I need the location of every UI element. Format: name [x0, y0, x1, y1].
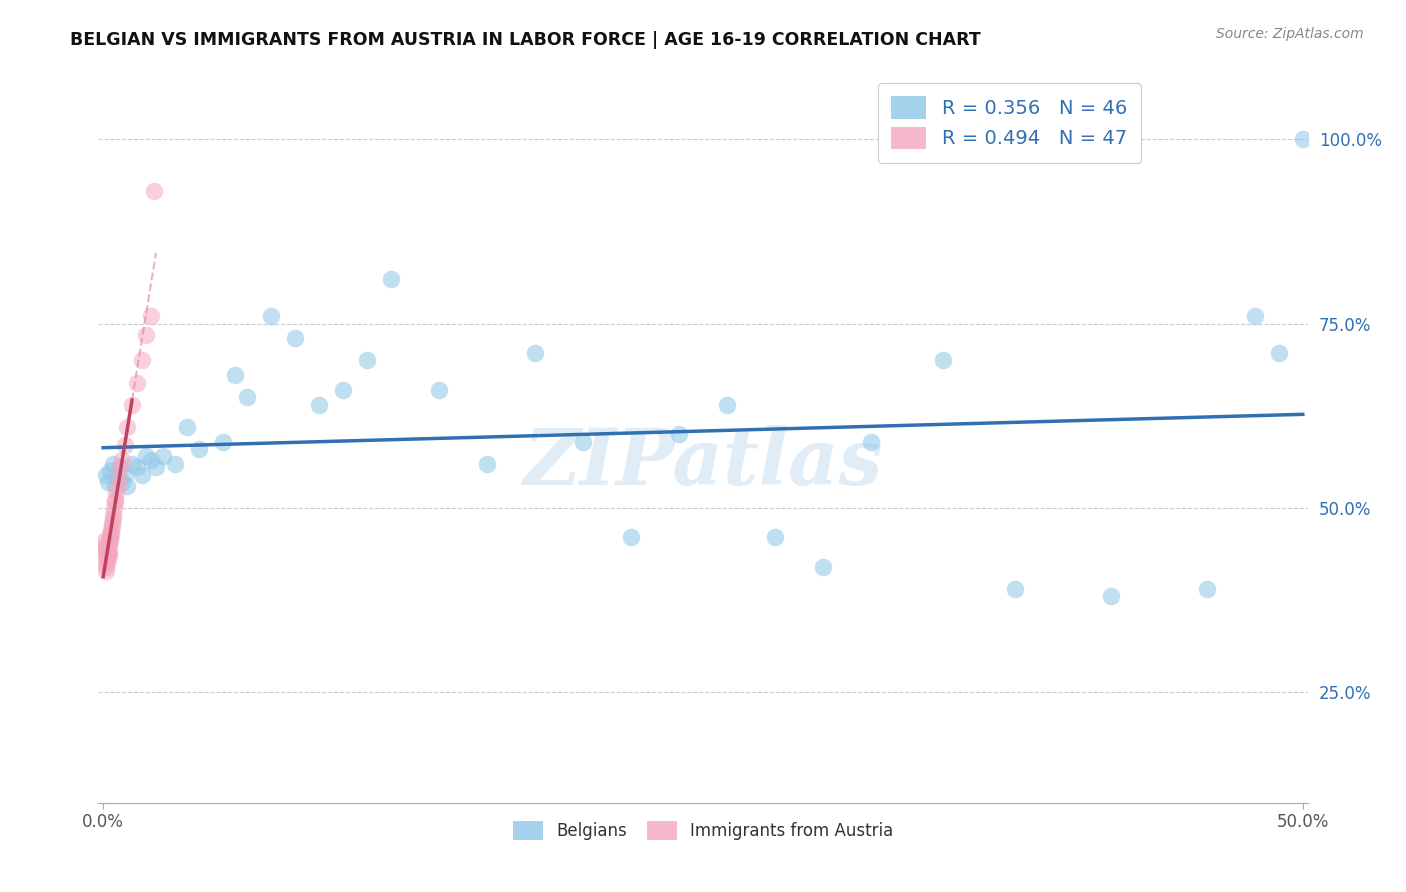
Point — [100, 530, 122, 544]
Point — [105, 486, 128, 500]
Point — [763, 530, 786, 544]
Point — [212, 434, 235, 449]
Point — [236, 390, 259, 404]
Point — [811, 560, 834, 574]
Point — [100, 464, 122, 478]
Text: ZIPatlas: ZIPatlas — [523, 425, 883, 501]
Point — [125, 460, 148, 475]
Point — [260, 309, 283, 323]
Point — [97, 541, 120, 556]
Point — [96, 552, 118, 566]
Point — [94, 545, 117, 559]
Point — [131, 467, 153, 482]
Point — [115, 419, 138, 434]
Point — [97, 549, 120, 563]
Point — [94, 541, 117, 556]
Point — [145, 460, 167, 475]
Point — [94, 564, 117, 578]
Point — [98, 530, 121, 544]
Point — [356, 353, 378, 368]
Point — [1004, 582, 1026, 596]
Point — [572, 434, 595, 449]
Point — [176, 419, 198, 434]
Point — [98, 534, 121, 549]
Point — [98, 545, 121, 559]
Point — [620, 530, 643, 544]
Point — [96, 545, 118, 559]
Point — [141, 309, 163, 323]
Point — [108, 471, 131, 485]
Point — [94, 560, 117, 574]
Point — [108, 460, 131, 475]
Point — [94, 552, 117, 566]
Point — [97, 538, 120, 552]
Point — [859, 434, 882, 449]
Point — [142, 184, 165, 198]
Point — [114, 467, 136, 482]
Point — [125, 376, 148, 390]
Point — [97, 475, 120, 489]
Point — [1292, 132, 1315, 146]
Point — [101, 512, 124, 526]
Point — [141, 453, 163, 467]
Point — [107, 479, 129, 493]
Point — [152, 450, 174, 464]
Point — [93, 534, 115, 549]
Point — [308, 398, 330, 412]
Point — [107, 471, 129, 485]
Point — [108, 460, 131, 475]
Text: BELGIAN VS IMMIGRANTS FROM AUSTRIA IN LABOR FORCE | AGE 16-19 CORRELATION CHART: BELGIAN VS IMMIGRANTS FROM AUSTRIA IN LA… — [70, 31, 981, 49]
Point — [104, 493, 127, 508]
Point — [284, 331, 307, 345]
Point — [1099, 590, 1122, 604]
Point — [135, 450, 157, 464]
Point — [100, 523, 122, 537]
Point — [1268, 346, 1291, 360]
Point — [131, 353, 153, 368]
Legend: Belgians, Immigrants from Austria: Belgians, Immigrants from Austria — [505, 813, 901, 848]
Point — [97, 541, 120, 556]
Point — [121, 457, 143, 471]
Point — [96, 549, 118, 563]
Point — [1243, 309, 1265, 323]
Point — [98, 549, 121, 563]
Point — [111, 475, 134, 489]
Point — [100, 519, 122, 533]
Point — [104, 493, 127, 508]
Point — [1195, 582, 1218, 596]
Point — [98, 526, 121, 541]
Point — [96, 541, 118, 556]
Point — [100, 526, 122, 541]
Point — [98, 538, 121, 552]
Point — [104, 479, 127, 493]
Point — [524, 346, 547, 360]
Point — [97, 534, 120, 549]
Point — [94, 538, 117, 552]
Point — [94, 467, 117, 482]
Point — [115, 479, 138, 493]
Point — [475, 457, 498, 471]
Point — [135, 327, 157, 342]
Text: Source: ZipAtlas.com: Source: ZipAtlas.com — [1216, 27, 1364, 41]
Point — [101, 457, 124, 471]
Point — [111, 453, 134, 467]
Point — [380, 272, 402, 286]
Point — [103, 508, 125, 523]
Point — [716, 398, 738, 412]
Point — [668, 427, 690, 442]
Point — [188, 442, 211, 456]
Point — [224, 368, 246, 383]
Point — [932, 353, 955, 368]
Point — [96, 545, 118, 559]
Point — [103, 500, 125, 515]
Point — [101, 516, 124, 530]
Point — [165, 457, 187, 471]
Point — [121, 398, 143, 412]
Point — [332, 383, 354, 397]
Point — [427, 383, 450, 397]
Point — [96, 556, 118, 570]
Point — [114, 438, 136, 452]
